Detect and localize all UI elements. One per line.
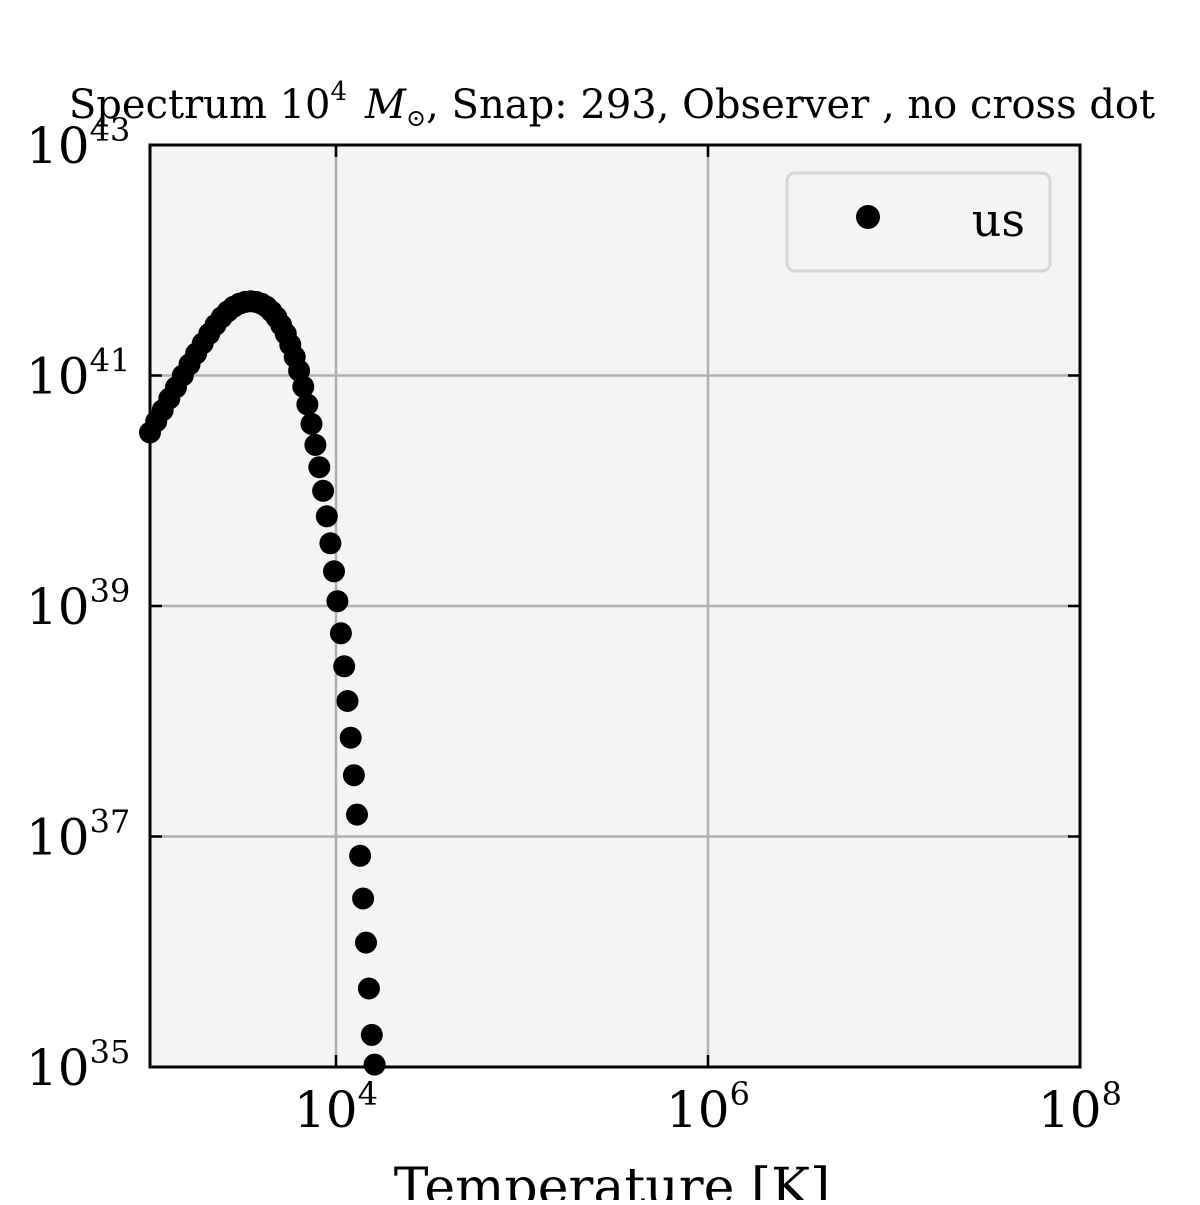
y-tick-base: 10 bbox=[26, 578, 90, 636]
data-point bbox=[292, 375, 315, 398]
y-tick-base: 10 bbox=[26, 348, 90, 406]
y-tick-label: 1043 bbox=[26, 111, 130, 175]
data-point bbox=[323, 560, 345, 583]
data-point bbox=[319, 532, 342, 555]
y-tick-exponent: 35 bbox=[90, 1033, 131, 1071]
y-tick-exponent: 37 bbox=[90, 803, 131, 841]
data-point bbox=[329, 622, 352, 645]
y-tick-label: 1039 bbox=[26, 572, 130, 636]
plot-frame bbox=[148, 143, 1082, 1069]
data-points bbox=[139, 290, 386, 1076]
data-point bbox=[304, 433, 327, 456]
data-point bbox=[296, 393, 319, 416]
x-tick-base: 10 bbox=[294, 1081, 358, 1139]
x-tick-base: 10 bbox=[666, 1081, 730, 1139]
data-point bbox=[326, 590, 349, 613]
data-point bbox=[339, 726, 362, 749]
data-point bbox=[360, 1023, 383, 1046]
chart-title: Spectrum 104 M⊙, Snap: 293, Observer , no… bbox=[69, 77, 1155, 132]
y-tick-exponent: 43 bbox=[90, 111, 131, 149]
x-tick-base: 10 bbox=[1038, 1081, 1102, 1139]
data-point bbox=[333, 655, 356, 678]
data-point bbox=[342, 764, 365, 787]
y-tick-base: 10 bbox=[26, 1039, 90, 1097]
legend-marker bbox=[856, 205, 880, 229]
x-tick-exponent: 6 bbox=[730, 1075, 750, 1113]
y-tick-base: 10 bbox=[26, 809, 90, 867]
legend: us bbox=[785, 171, 1052, 273]
data-point bbox=[357, 977, 380, 1000]
y-tick-label: 1035 bbox=[26, 1033, 130, 1097]
x-tick-label: 104 bbox=[294, 1075, 378, 1139]
title-prefix-sup: 4 bbox=[331, 77, 348, 107]
y-tick-base: 10 bbox=[26, 117, 90, 175]
x-axis-label: Temperature [K] bbox=[394, 1158, 831, 1200]
data-point bbox=[352, 887, 375, 910]
title-suffix: , Snap: 293, Observer , no cross dot bbox=[426, 82, 1155, 128]
legend-label: us bbox=[972, 193, 1025, 247]
y-tick-exponent: 41 bbox=[90, 342, 131, 380]
y-tick-label: 1041 bbox=[26, 342, 130, 406]
y-tick-exponent: 39 bbox=[90, 572, 131, 610]
title-mass-sub: ⊙ bbox=[406, 104, 426, 132]
data-point bbox=[336, 690, 359, 712]
data-point bbox=[363, 1053, 386, 1076]
title-mass-symbol: M bbox=[364, 82, 407, 128]
data-point bbox=[346, 803, 368, 826]
x-tick-label: 108 bbox=[1038, 1075, 1122, 1139]
data-point bbox=[308, 456, 331, 479]
data-point bbox=[315, 505, 338, 528]
data-point bbox=[349, 844, 372, 867]
legend-box bbox=[785, 171, 1052, 273]
x-tick-exponent: 4 bbox=[358, 1075, 378, 1113]
data-point bbox=[312, 479, 335, 502]
data-point bbox=[300, 412, 323, 435]
title-prefix: Spectrum 10 bbox=[69, 82, 331, 128]
data-point bbox=[355, 931, 377, 954]
x-tick-exponent: 8 bbox=[1102, 1075, 1122, 1113]
y-tick-label: 1037 bbox=[26, 803, 130, 867]
x-tick-label: 106 bbox=[666, 1075, 750, 1139]
